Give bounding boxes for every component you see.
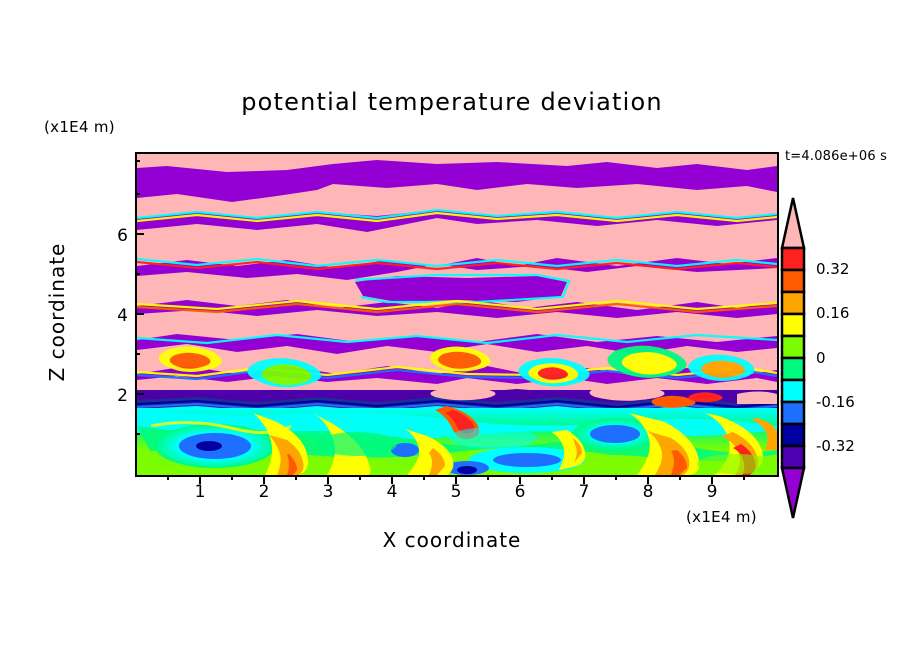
x-tick-9 [711, 475, 713, 484]
y-axis-unit-label: (x1E4 m) [44, 118, 115, 136]
page-title: potential temperature deviation [241, 88, 663, 116]
x-tick-minor [167, 475, 169, 480]
x-tick-minor [551, 475, 553, 480]
colorbar-label-3: -0.16 [816, 393, 855, 411]
x-tick-minor [359, 475, 361, 480]
x-tick-2 [263, 475, 265, 484]
colorbar-graphic [780, 197, 806, 519]
x-tick-minor [487, 475, 489, 480]
colorbar: 0.32 0.16 0 -0.16 -0.32 [776, 196, 855, 522]
x-tick-1 [199, 475, 201, 484]
y-tick-6 [135, 233, 144, 235]
x-tick-4 [391, 475, 393, 484]
colorbar-over-arrow [780, 197, 806, 250]
x-tick-label-1: 1 [194, 482, 206, 502]
y-tick-minor [135, 353, 140, 355]
x-tick-minor [231, 475, 233, 480]
y-tick-label-2: 2 [117, 386, 128, 406]
y-tick-minor [135, 160, 140, 162]
simulation-timestamp: t=4.086e+06 s [785, 149, 888, 164]
x-tick-minor [295, 475, 297, 480]
y-axis-label: Z coordinate [45, 242, 69, 382]
colorbar-label-4: -0.32 [816, 437, 855, 455]
x-axis-unit-label: (x1E4 m) [686, 508, 757, 526]
x-axis-label: X coordinate [382, 528, 522, 552]
x-tick-minor [423, 475, 425, 480]
y-tick-label-4: 4 [117, 306, 128, 326]
x-tick-3 [327, 475, 329, 484]
y-tick-4 [135, 313, 144, 315]
colorbar-label-1: 0.16 [816, 304, 850, 322]
y-tick-minor [135, 433, 140, 435]
x-tick-label-6: 6 [514, 482, 526, 502]
x-tick-label-2: 2 [258, 482, 270, 502]
y-tick-minor [135, 193, 140, 195]
y-tick-label-6: 6 [117, 226, 128, 246]
x-tick-label-9: 9 [706, 482, 718, 502]
x-tick-label-7: 7 [578, 482, 590, 502]
x-tick-minor [743, 475, 745, 480]
y-tick-minor [135, 273, 140, 275]
x-tick-label-4: 4 [386, 482, 398, 502]
x-tick-minor [679, 475, 681, 480]
x-tick-6 [519, 475, 521, 484]
contour-plot-area [135, 152, 779, 477]
x-tick-5 [455, 475, 457, 484]
x-tick-minor [615, 475, 617, 480]
x-tick-label-3: 3 [322, 482, 334, 502]
contour-field [137, 154, 777, 475]
x-tick-8 [647, 475, 649, 484]
x-tick-label-8: 8 [642, 482, 654, 502]
colorbar-label-0: 0.32 [816, 260, 850, 278]
x-tick-7 [583, 475, 585, 484]
colorbar-label-2: 0 [816, 349, 826, 367]
x-tick-label-5: 5 [450, 482, 462, 502]
y-tick-2 [135, 393, 144, 395]
colorbar-under-arrow [780, 466, 806, 519]
